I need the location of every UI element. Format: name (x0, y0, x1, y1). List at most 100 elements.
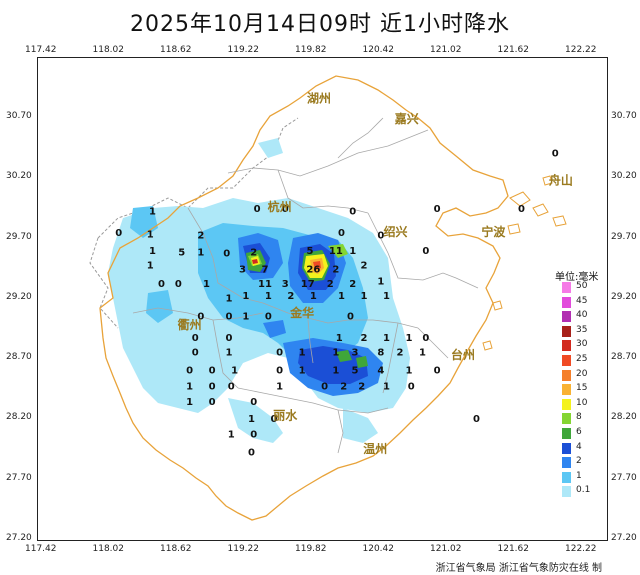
station-value: 1 (336, 333, 343, 344)
station-value: 1 (332, 348, 339, 359)
station-value: 1 (231, 366, 238, 377)
station-value: 0 (422, 333, 429, 344)
station-value: 1 (265, 291, 272, 302)
station-value: 0 (434, 366, 441, 377)
station-value: 0 (175, 279, 182, 290)
station-value: 0 (276, 366, 283, 377)
station-value: 0 (254, 204, 261, 215)
legend-swatch (562, 413, 571, 425)
station-value: 2 (197, 231, 204, 242)
legend-label: 35 (576, 324, 588, 335)
lon-top-tick-label: 119.82 (295, 45, 327, 55)
station-value: 1 (149, 206, 156, 217)
lat-left-tick-label: 29.70 (6, 231, 32, 242)
legend-swatch (562, 325, 571, 337)
lon-top-tick-label: 117.42 (25, 45, 57, 55)
lat-left-tick-label: 27.70 (6, 472, 32, 483)
station-value: 2 (349, 279, 356, 290)
lat-right-tick-label: 28.70 (611, 352, 637, 363)
station-value: 1 (383, 333, 390, 344)
lon-bottom-tick-label: 117.42 (25, 544, 57, 554)
station-value: 2 (332, 264, 339, 275)
legend-label: 15 (576, 383, 588, 394)
lat-right-tick-label: 30.20 (611, 171, 637, 182)
station-value: 2 (340, 381, 347, 392)
legend-swatch (562, 457, 571, 469)
station-value: 3 (239, 264, 246, 275)
station-value: 0 (473, 414, 480, 425)
station-value: 1 (310, 291, 317, 302)
station-value: 3 (282, 279, 289, 290)
station-value: 0 (282, 204, 289, 215)
lon-bottom-tick-label: 119.22 (227, 544, 260, 554)
lat-right-tick-label: 28.20 (611, 412, 637, 423)
city-label: 嘉兴 (394, 111, 419, 126)
station-value: 1 (383, 381, 390, 392)
station-value: 0 (265, 311, 272, 322)
lon-top-tick-label: 119.22 (227, 45, 260, 55)
station-value: 0 (347, 311, 354, 322)
station-value: 0 (192, 333, 199, 344)
station-value: 5 (352, 366, 359, 377)
city-label: 湖州 (307, 90, 331, 105)
legend-swatch (562, 398, 571, 410)
station-value: 1 (248, 414, 255, 425)
legend-label: 4 (576, 441, 582, 452)
map-frame: 1 0 1 2 1 5 1 0 2 0 0 1 3 7 5 11 1 26 2 2 0 0 0 0 0 0 0 0 0 1 11 3 17 2 2 1… (37, 57, 608, 541)
station-value: 5 (178, 247, 185, 258)
legend-label: 30 (576, 339, 588, 350)
province-boundary (99, 75, 509, 521)
station-value: 0 (349, 206, 356, 217)
station-value: 1 (276, 381, 283, 392)
legend-label: 2 (576, 456, 582, 467)
station-value: 0 (321, 381, 328, 392)
lat-left-tick-label: 28.70 (6, 352, 32, 363)
station-value: 1 (299, 348, 306, 359)
station-value: 1 (383, 291, 390, 302)
coastal-islands (482, 175, 567, 351)
station-value: 4 (377, 366, 384, 377)
legend-label: 50 (576, 281, 588, 291)
station-value: 2 (397, 348, 404, 359)
station-value: 0 (197, 311, 204, 322)
city-label: 舟山 (549, 172, 573, 187)
station-value: 0 (552, 149, 559, 160)
lon-bottom-tick-label: 121.62 (497, 544, 530, 554)
lon-top-tick-label: 121.62 (497, 45, 530, 55)
city-label: 丽水 (273, 407, 298, 422)
legend-swatch (562, 282, 571, 293)
station-value: 0 (250, 397, 257, 408)
legend-swatch (562, 471, 571, 483)
lon-bottom-tick-label: 119.82 (295, 544, 327, 554)
city-label: 衢州 (178, 317, 202, 332)
legend-label: 1 (576, 470, 582, 481)
city-label: 宁波 (481, 224, 506, 239)
lat-right-tick-label: 29.70 (611, 231, 637, 242)
station-value: 1 (226, 348, 233, 359)
station-value: 1 (228, 430, 235, 441)
station-value: 2 (358, 381, 365, 392)
lon-bottom-tick-label: 118.62 (160, 544, 192, 554)
station-value: 1 (147, 229, 154, 240)
city-label: 金华 (289, 305, 314, 320)
station-value: 1 (242, 291, 249, 302)
lat-left-tick-label: 30.70 (6, 111, 32, 121)
station-value: 0 (271, 414, 278, 425)
lon-top-tick-label: 120.42 (362, 45, 395, 55)
city-label: 台州 (451, 347, 475, 362)
station-value: 0 (518, 204, 525, 215)
station-value: 11 (329, 246, 343, 257)
legend-label: 40 (576, 310, 588, 321)
station-value: 26 (306, 264, 320, 275)
legend-label: 45 (576, 295, 588, 306)
legend-swatch (562, 442, 571, 454)
station-value: 7 (262, 264, 269, 275)
station-value: 1 (147, 261, 154, 272)
station-value: 3 (352, 348, 359, 359)
legend-swatch (562, 355, 571, 366)
lat-right-tick-label: 27.20 (611, 533, 637, 543)
station-value: 1 (299, 366, 306, 377)
legend-label: 25 (576, 354, 588, 364)
station-value: 0 (209, 397, 216, 408)
